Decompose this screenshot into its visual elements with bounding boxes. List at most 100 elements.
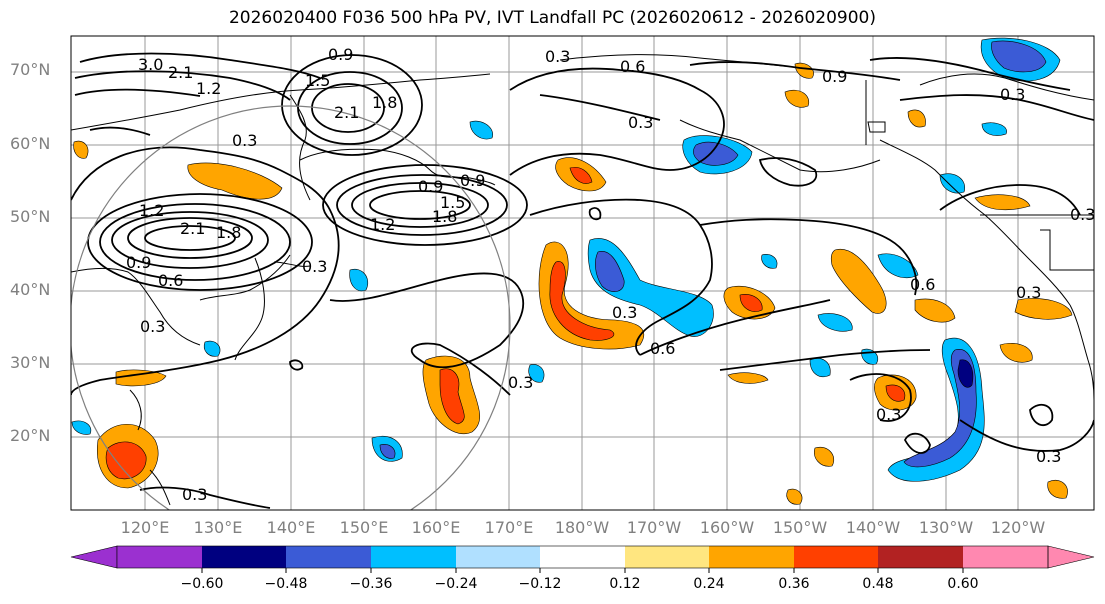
- contour-label: 0.6: [910, 275, 935, 294]
- colorbar-tick: −0.36: [349, 576, 393, 592]
- contour-label: 0.3: [508, 373, 533, 392]
- shade-orange: [999, 342, 1033, 363]
- lon-label: 160°W: [699, 518, 755, 537]
- colorbar-bin: [371, 546, 456, 568]
- lon-label: 170°W: [626, 518, 682, 537]
- shade-lightblue: [203, 340, 221, 357]
- shade-blue: [903, 349, 977, 468]
- contour-label: 0.9: [460, 171, 485, 190]
- contour-label: 2.1: [334, 103, 359, 122]
- contour-label: 1.2: [370, 215, 395, 234]
- contour-label: 1.2: [139, 201, 164, 220]
- colorbar-bin: [709, 546, 794, 568]
- shade-orange: [115, 369, 167, 387]
- lon-label: 140°E: [266, 518, 316, 537]
- lon-label: 170°E: [484, 518, 534, 537]
- contour-label: 0.6: [620, 57, 645, 76]
- shade-orange: [187, 162, 283, 200]
- shade-lightblue: [349, 268, 369, 292]
- shade-red: [885, 384, 906, 402]
- shade-orange: [1047, 479, 1068, 499]
- colorbar-bin: [202, 546, 286, 568]
- coastlines: [71, 54, 1094, 506]
- colorbar-tick: 0.36: [778, 576, 810, 592]
- colorbar-bin: [540, 546, 625, 568]
- contour-label: 3.0: [138, 55, 163, 74]
- contour-label: 1.8: [216, 223, 241, 242]
- plot-title: 2026020400 F036 500 hPa PV, IVT Landfall…: [228, 8, 876, 28]
- lon-label: 120°E: [120, 518, 170, 537]
- contour-label: 0.3: [1016, 283, 1041, 302]
- contour-label: 0.9: [418, 177, 443, 196]
- shade-orange: [974, 194, 1031, 211]
- contour-label: 1.5: [305, 71, 330, 90]
- lat-label: 20°N: [10, 426, 51, 445]
- colorbar-tick: −0.24: [434, 576, 478, 592]
- contour-label: 0.6: [650, 339, 675, 358]
- contour-label: 1.8: [372, 93, 397, 112]
- colorbar-bin: [117, 546, 202, 568]
- shade-blue: [991, 40, 1047, 73]
- colorbar-tick: −0.48: [264, 576, 308, 592]
- shade-red: [549, 261, 615, 341]
- lat-label: 60°N: [10, 134, 51, 153]
- ivt-shading: [71, 37, 1073, 505]
- contour-label: 0.3: [612, 303, 637, 322]
- colorbar-tick: 0.12: [609, 576, 641, 592]
- contour-label: 0.3: [302, 257, 327, 276]
- contour-label: 0.3: [876, 405, 901, 424]
- lon-label: 130°E: [193, 518, 243, 537]
- shade-lightblue: [939, 173, 966, 194]
- shade-lightblue: [528, 364, 545, 383]
- shade-orange: [784, 89, 810, 108]
- contour-label: 0.3: [1070, 205, 1095, 224]
- shade-red: [439, 368, 465, 425]
- lon-label: 140°W: [845, 518, 901, 537]
- contour-label: 0.9: [328, 45, 353, 64]
- shade-lightblue: [469, 120, 493, 140]
- pv-contours: [71, 52, 1094, 509]
- shade-red: [105, 441, 147, 480]
- contour-label: 0.9: [126, 253, 151, 272]
- shade-orange: [786, 488, 803, 505]
- shade-lightblue: [71, 420, 92, 435]
- lon-label: 150°E: [339, 518, 389, 537]
- lon-label: 150°W: [772, 518, 828, 537]
- colorbar-tick: −0.60: [180, 576, 224, 592]
- shade-lightblue: [587, 238, 714, 337]
- shade-navy: [957, 359, 974, 388]
- colorbar-bin: [963, 546, 1048, 568]
- shade-blue: [595, 251, 625, 292]
- shade-lightblue: [981, 122, 1007, 136]
- shade-orange: [794, 62, 814, 79]
- contour-label: 0.3: [140, 317, 165, 336]
- contour-label: 0.3: [232, 131, 257, 150]
- colorbar-bin: [794, 546, 878, 568]
- contour-label-layer: 3.0 2.1 1.2 0.3 0.9 1.5 2.1 1.8 0.3 0.6 …: [126, 45, 1095, 504]
- contour-label: 0.3: [628, 113, 653, 132]
- colorbar-extend-low: [70, 545, 118, 569]
- lon-label: 160°E: [411, 518, 461, 537]
- colorbar-tick: 0.48: [862, 576, 894, 592]
- shade-red: [569, 167, 593, 184]
- lon-label: 120°W: [990, 518, 1046, 537]
- contour-label: 0.6: [158, 271, 183, 290]
- shade-lightblue: [809, 358, 831, 378]
- colorbar-bin: [625, 546, 709, 568]
- shade-orange: [907, 109, 926, 128]
- shade-orange: [814, 446, 835, 467]
- contour-label: 0.3: [182, 485, 207, 504]
- map-frame: [70, 35, 1095, 511]
- lat-label: 40°N: [10, 280, 51, 299]
- contour-label: 2.1: [180, 219, 205, 238]
- contour-label: 0.3: [545, 47, 570, 66]
- colorbar-tick: −0.12: [518, 576, 562, 592]
- graticule: [71, 36, 1094, 510]
- shade-orange: [73, 140, 89, 159]
- shade-orange: [830, 248, 887, 314]
- colorbar: [70, 545, 1095, 573]
- lon-label: 180°W: [554, 518, 610, 537]
- shade-lightblue: [817, 313, 853, 332]
- shade-lightblue: [877, 253, 919, 279]
